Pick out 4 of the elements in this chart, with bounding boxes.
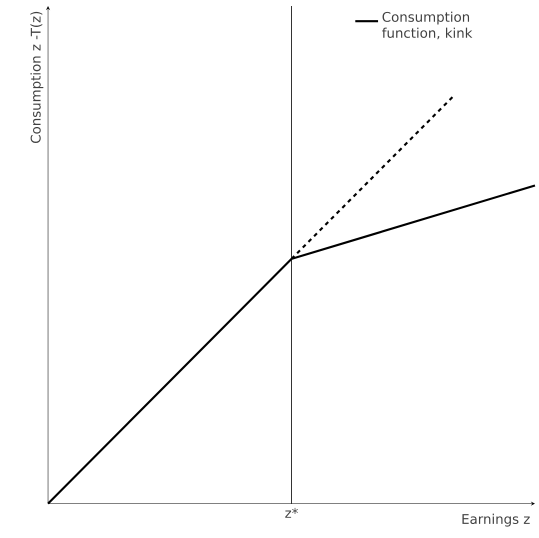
x-axis-title: Earnings z — [462, 514, 530, 527]
legend-label: Consumption function, kink — [382, 12, 472, 40]
y-axis-title: Consumption z -T(z) — [30, 12, 44, 144]
text: z* — [285, 508, 298, 518]
